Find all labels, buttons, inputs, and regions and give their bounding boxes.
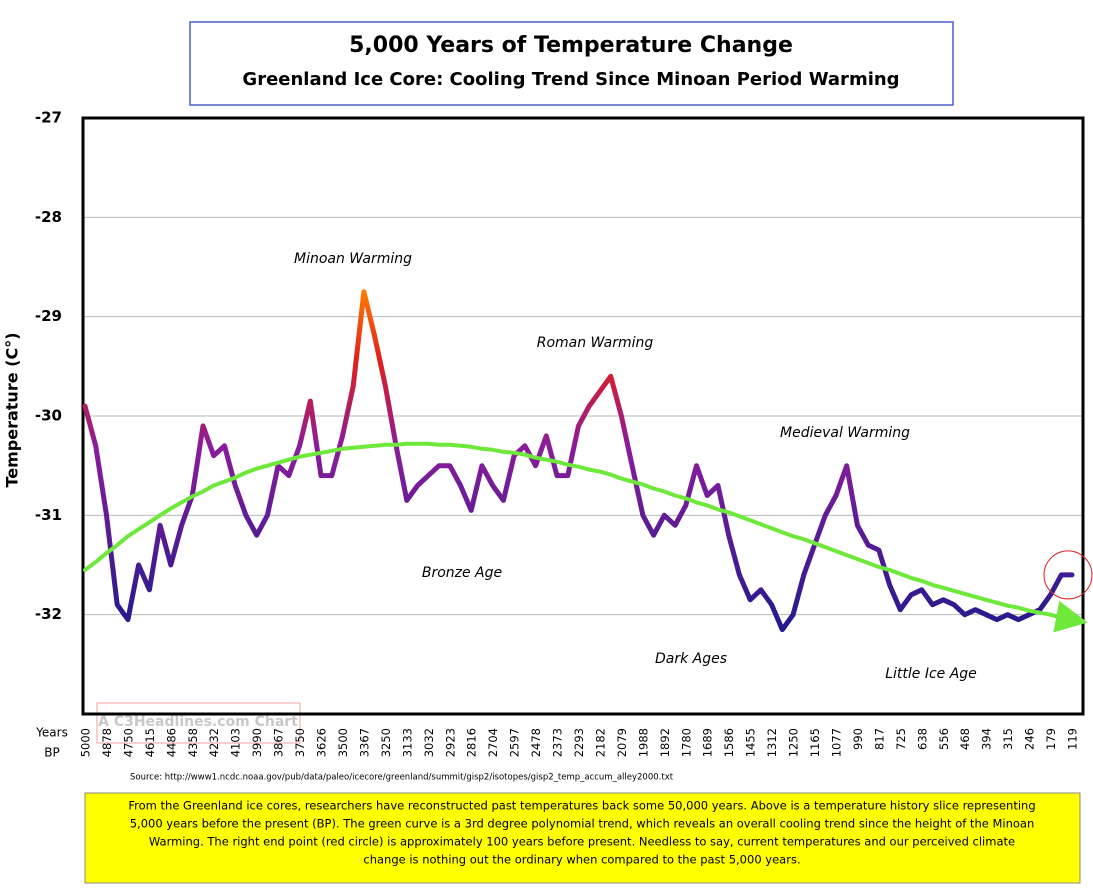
x-tick-label: 3500 xyxy=(336,728,350,757)
x-tick-label: 1689 xyxy=(701,728,715,757)
annotation: Medieval Warming xyxy=(780,425,910,441)
y-tick-label: -30 xyxy=(35,407,62,425)
x-tick-label: 1892 xyxy=(658,728,672,757)
x-tick-label: 1077 xyxy=(829,728,843,757)
x-tick-label: 1780 xyxy=(679,728,693,757)
x-tick-label: 638 xyxy=(915,728,929,750)
x-axis-label: Years xyxy=(35,726,68,740)
x-tick-label: 119 xyxy=(1066,728,1080,750)
x-axis-label: BP xyxy=(44,746,59,760)
note-box xyxy=(84,792,1081,884)
x-tick-label: 1250 xyxy=(787,728,801,757)
x-tick-label: 3367 xyxy=(357,728,371,757)
title-box xyxy=(189,21,954,106)
x-tick-label: 2816 xyxy=(465,728,479,757)
x-tick-label: 179 xyxy=(1044,728,1058,750)
x-tick-label: 4232 xyxy=(207,728,221,757)
x-tick-label: 3750 xyxy=(293,728,307,757)
x-tick-label: 394 xyxy=(980,728,994,750)
x-tick-label: 1165 xyxy=(808,728,822,757)
x-tick-label: 3867 xyxy=(272,728,286,757)
annotation: Dark Ages xyxy=(655,651,727,667)
x-tick-label: 990 xyxy=(851,728,865,750)
x-tick-label: 2182 xyxy=(593,728,607,757)
x-tick-label: 4103 xyxy=(229,728,243,757)
y-tick-label: -28 xyxy=(35,208,62,226)
x-tick-label: 4486 xyxy=(164,728,178,757)
x-tick-label: 4750 xyxy=(121,728,135,757)
x-tick-label: 1455 xyxy=(744,728,758,757)
x-tick-label: 2079 xyxy=(615,728,629,757)
chart-subtitle: Greenland Ice Core: Cooling Trend Since … xyxy=(242,69,899,90)
x-tick-label: 4358 xyxy=(186,728,200,757)
x-tick-label: 2704 xyxy=(486,728,500,757)
x-tick-label: 3032 xyxy=(422,728,436,757)
x-tick-label: 2923 xyxy=(443,728,457,757)
note-line: 5,000 years before the present (BP). The… xyxy=(130,817,1035,831)
x-tick-label: 1312 xyxy=(765,728,779,757)
note-line: From the Greenland ice cores, researcher… xyxy=(128,799,1035,813)
watermark-box xyxy=(96,702,301,744)
annotation: Roman Warming xyxy=(537,335,654,351)
x-tick-label: 725 xyxy=(894,728,908,750)
y-tick-label: -32 xyxy=(35,605,62,623)
trend-line xyxy=(83,441,1088,633)
y-axis-label: Temperature (C°) xyxy=(3,332,22,487)
x-tick-label: 2373 xyxy=(551,728,565,757)
x-tick-label: 5000 xyxy=(79,728,93,757)
x-tick-label: 4615 xyxy=(143,728,157,757)
temperature-line xyxy=(82,289,1075,633)
highlight-circle xyxy=(1043,550,1093,600)
x-tick-label: 1586 xyxy=(722,728,736,757)
note-line: Warming. The right end point (red circle… xyxy=(149,835,1015,849)
x-tick-label: 315 xyxy=(1001,728,1015,750)
x-tick-label: 246 xyxy=(1023,728,1037,750)
y-tick-label: -29 xyxy=(35,307,62,325)
annotation: Little Ice Age xyxy=(885,666,977,682)
y-tick-label: -27 xyxy=(35,109,62,127)
note-line: change is nothing out the ordinary when … xyxy=(363,853,800,867)
plot-frame xyxy=(81,116,1085,716)
y-tick-label: -31 xyxy=(35,506,62,524)
x-tick-label: 468 xyxy=(958,728,972,750)
annotation: Bronze Age xyxy=(422,565,502,581)
x-tick-label: 3626 xyxy=(315,728,329,757)
annotation: Minoan Warming xyxy=(294,251,412,267)
x-tick-label: 817 xyxy=(872,728,886,750)
x-tick-label: 556 xyxy=(937,728,951,750)
chart-title: 5,000 Years of Temperature Change xyxy=(349,33,793,58)
x-tick-label: 4878 xyxy=(100,728,114,757)
x-tick-label: 3133 xyxy=(400,728,414,757)
source: Source: http://www1.ncdc.noaa.gov/pub/da… xyxy=(130,773,674,783)
x-tick-label: 2293 xyxy=(572,728,586,757)
x-tick-label: 3250 xyxy=(379,728,393,757)
watermark: A C3Headlines.com Chart xyxy=(98,714,298,730)
x-tick-label: 2597 xyxy=(508,728,522,757)
x-tick-label: 3990 xyxy=(250,728,264,757)
x-tick-label: 1988 xyxy=(636,728,650,757)
x-tick-label: 2478 xyxy=(529,728,543,757)
